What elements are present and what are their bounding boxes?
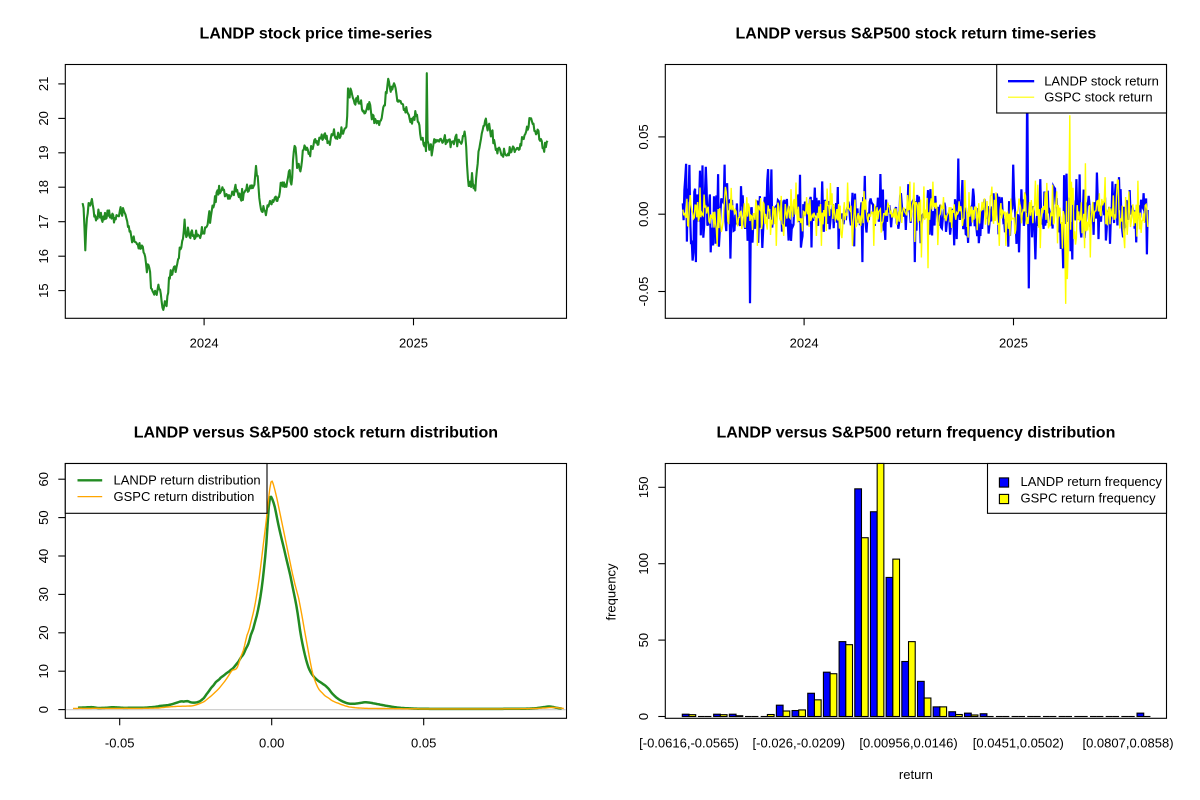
svg-text:GSPC return distribution: GSPC return distribution (114, 489, 255, 504)
svg-text:17: 17 (36, 214, 51, 228)
svg-text:LANDP return distribution: LANDP return distribution (114, 473, 261, 488)
svg-text:LANDP stock price time-series: LANDP stock price time-series (200, 26, 433, 43)
svg-text:0.00: 0.00 (259, 736, 284, 751)
svg-text:LANDP versus S&P500 return fre: LANDP versus S&P500 return frequency dis… (716, 425, 1115, 442)
svg-text:LANDP stock return: LANDP stock return (1044, 74, 1159, 89)
svg-text:0.05: 0.05 (411, 736, 436, 751)
svg-text:GSPC return frequency: GSPC return frequency (1021, 490, 1157, 505)
svg-text:50: 50 (636, 633, 651, 647)
svg-text:60: 60 (36, 472, 51, 486)
svg-text:LANDP versus S&P500 stock retu: LANDP versus S&P500 stock return distrib… (134, 425, 498, 442)
svg-text:0: 0 (36, 706, 51, 713)
svg-text:[0.0451,0.0502): [0.0451,0.0502) (973, 736, 1064, 751)
svg-text:2025: 2025 (399, 336, 428, 351)
svg-text:[-0.026,-0.0209): [-0.026,-0.0209) (753, 736, 846, 751)
svg-text:20: 20 (36, 111, 51, 125)
svg-text:15: 15 (36, 283, 51, 297)
svg-text:150: 150 (636, 476, 651, 498)
svg-text:2025: 2025 (999, 336, 1028, 351)
svg-text:-0.05: -0.05 (636, 277, 651, 307)
svg-text:frequency: frequency (604, 563, 619, 621)
svg-text:30: 30 (36, 587, 51, 601)
svg-text:2024: 2024 (790, 336, 819, 351)
svg-text:16: 16 (36, 249, 51, 263)
svg-text:return: return (899, 767, 933, 782)
svg-text:40: 40 (36, 549, 51, 563)
svg-text:20: 20 (36, 626, 51, 640)
svg-text:2024: 2024 (190, 336, 219, 351)
svg-text:LANDP return frequency: LANDP return frequency (1021, 474, 1163, 489)
svg-text:GSPC stock return: GSPC stock return (1044, 90, 1152, 105)
svg-text:[0.0807,0.0858): [0.0807,0.0858) (1082, 736, 1173, 751)
svg-text:0.00: 0.00 (636, 202, 651, 227)
svg-text:19: 19 (36, 146, 51, 160)
svg-text:50: 50 (36, 510, 51, 524)
svg-text:[-0.0616,-0.0565): [-0.0616,-0.0565) (639, 736, 739, 751)
svg-text:100: 100 (636, 553, 651, 575)
svg-text:-0.05: -0.05 (105, 736, 135, 751)
svg-text:10: 10 (36, 664, 51, 678)
svg-text:18: 18 (36, 180, 51, 194)
svg-text:0: 0 (636, 713, 651, 720)
svg-text:LANDP versus S&P500 stock retu: LANDP versus S&P500 stock return time-se… (736, 26, 1097, 43)
svg-text:0.05: 0.05 (636, 124, 651, 149)
svg-text:[0.00956,0.0146): [0.00956,0.0146) (859, 736, 957, 751)
svg-text:21: 21 (36, 77, 51, 91)
